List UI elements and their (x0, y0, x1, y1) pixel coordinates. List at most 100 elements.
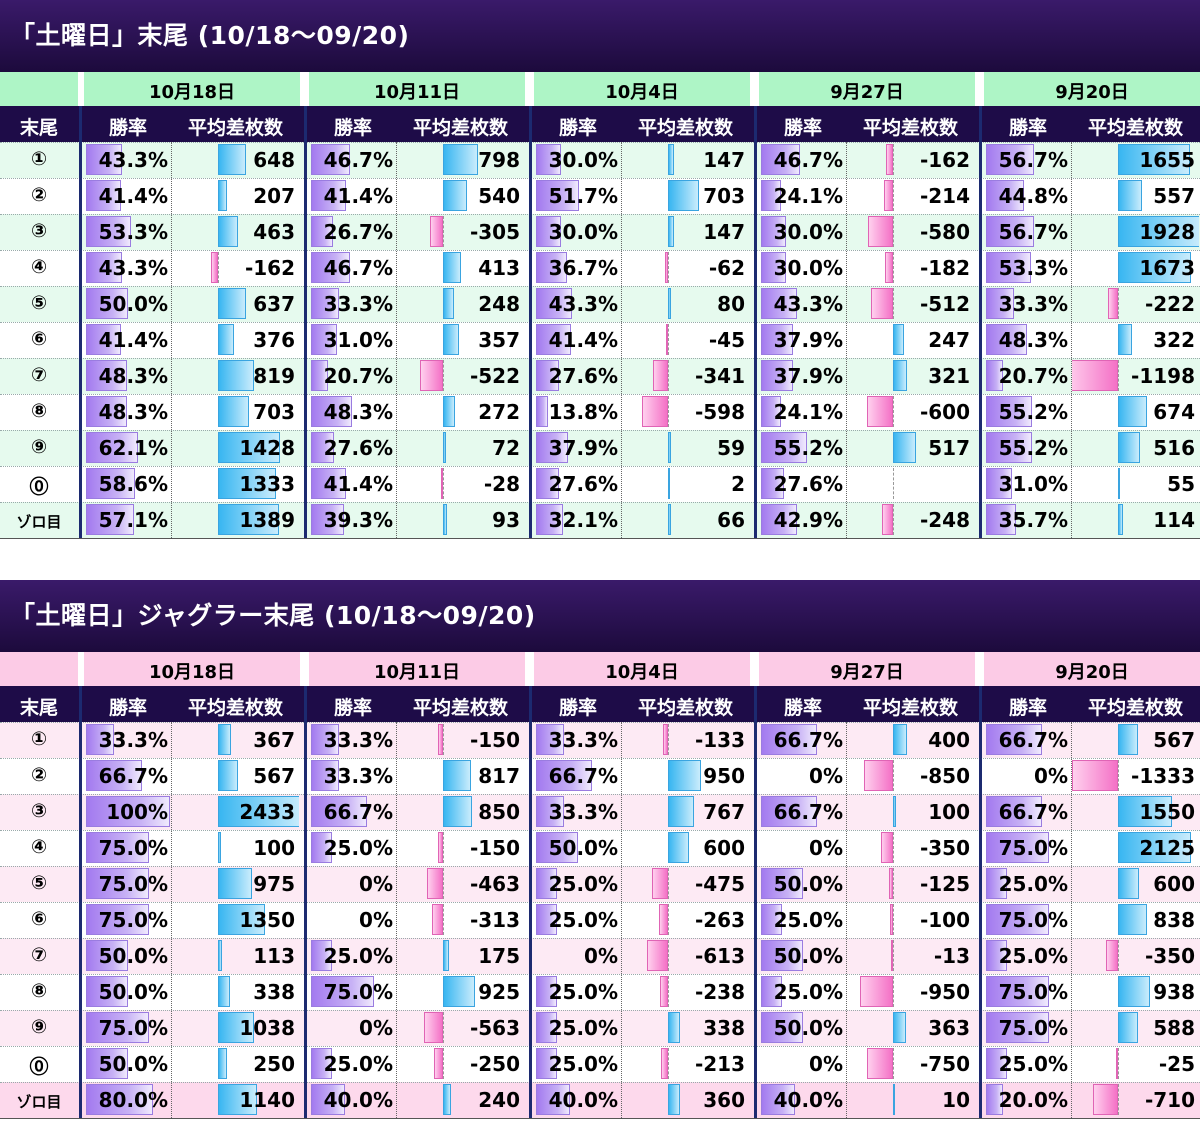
column-divider (1071, 142, 1072, 538)
rate-value: 33.3% (323, 292, 393, 316)
diff-header-label: 平均差枚数 (412, 697, 508, 719)
diff-bar (218, 976, 230, 1007)
rate-cell: 33.3% (309, 758, 397, 794)
diff-bar (443, 976, 475, 1007)
diff-cell: 950 (622, 758, 749, 794)
rate-cell: 31.0% (309, 322, 397, 358)
rate-cell: 50.0% (84, 938, 172, 974)
rate-bar (986, 252, 1031, 283)
rate-cell: 50.0% (759, 938, 847, 974)
diff-axis (668, 324, 669, 355)
diff-bar (218, 760, 238, 791)
diff-axis (443, 216, 444, 247)
rate-cell: 42.9% (759, 502, 847, 538)
diff-bar (885, 252, 893, 283)
rate-cell: 0% (984, 758, 1072, 794)
diff-value: 2433 (239, 800, 295, 824)
group-divider (304, 686, 307, 1118)
diff-bar (437, 724, 443, 755)
rate-bar (311, 760, 339, 791)
diff-bar (893, 724, 907, 755)
diff-value: 567 (1153, 728, 1195, 752)
diff-cell: -150 (397, 830, 524, 866)
diff-cell: 357 (397, 322, 524, 358)
rate-bar (986, 144, 1034, 175)
diff-cell: 80 (622, 286, 749, 322)
diff-value: 1673 (1139, 256, 1195, 280)
rate-cell: 25.0% (759, 974, 847, 1010)
rate-bar (761, 324, 793, 355)
rate-value: 44.8% (998, 184, 1068, 208)
rate-cell: 39.3% (309, 502, 397, 538)
rate-header-label: 勝率 (558, 697, 597, 719)
diff-value: 1389 (239, 508, 295, 532)
diff-cell: 363 (847, 1010, 974, 1046)
rate-cell: 43.3% (84, 142, 172, 178)
rate-value: 41.4% (323, 472, 393, 496)
date-header: 10月11日 (309, 72, 525, 106)
diff-cell: 147 (622, 214, 749, 250)
rate-cell: 36.7% (534, 250, 622, 286)
rate-bar (761, 396, 782, 427)
matsubi-label: ⑤ (30, 872, 48, 894)
row-divider (0, 178, 1200, 179)
matsubi-label: ⑧ (30, 400, 48, 422)
rate-value: 25.0% (548, 980, 618, 1004)
rate-bar (986, 1084, 1003, 1115)
diff-bar (443, 1084, 452, 1115)
rate-cell: 0% (759, 830, 847, 866)
diff-bar (668, 288, 672, 319)
diff-bar (882, 504, 893, 535)
diff-bar (860, 976, 893, 1007)
rate-bar (86, 940, 128, 971)
diff-cell: 247 (847, 322, 974, 358)
diff-bar (423, 1012, 443, 1043)
rate-cell: 30.0% (534, 214, 622, 250)
rate-bar (536, 868, 557, 899)
rate-cell: 37.9% (759, 322, 847, 358)
diff-bar (668, 832, 689, 863)
diff-cell: 100 (847, 794, 974, 830)
diff-cell: -162 (847, 142, 974, 178)
diff-value: -125 (919, 872, 970, 896)
diff-cell: 59 (622, 430, 749, 466)
diff-cell: 463 (172, 214, 299, 250)
rate-cell: 30.0% (759, 214, 847, 250)
diff-cell: -100 (847, 902, 974, 938)
diff-cell: -600 (847, 394, 974, 430)
diff-bar (1118, 216, 1199, 247)
diff-cell: -1333 (1072, 758, 1199, 794)
rate-cell: 50.0% (534, 830, 622, 866)
rate-value: 50.0% (773, 872, 843, 896)
diff-axis (443, 360, 444, 391)
rate-cell: 37.9% (534, 430, 622, 466)
diff-bar (443, 396, 455, 427)
diff-axis (893, 940, 894, 971)
diff-cell: -850 (847, 758, 974, 794)
rate-value: 41.4% (98, 184, 168, 208)
matsubi-label: ⑥ (30, 328, 48, 350)
diff-value: -13 (933, 944, 970, 968)
date-header: 10月4日 (534, 652, 750, 686)
diff-value: 767 (703, 800, 745, 824)
diff-cell: 637 (172, 286, 299, 322)
diff-cell: 703 (172, 394, 299, 430)
rate-cell: 25.0% (534, 974, 622, 1010)
column-divider (171, 722, 172, 1118)
column-header-row: 末尾 勝率 平均差枚数 勝率 平均差枚数 勝率 平均差枚数 勝率 平均差枚数 勝率 平均差枚数 (0, 106, 1200, 142)
diff-bar (1072, 360, 1118, 391)
diff-cell: 567 (1072, 722, 1199, 758)
diff-value: -313 (469, 908, 520, 932)
diff-header: 平均差枚数 (622, 686, 749, 722)
rate-value: 51.7% (548, 184, 618, 208)
diff-value: 175 (478, 944, 520, 968)
diff-cell: 360 (622, 1082, 749, 1118)
rate-cell: 40.0% (309, 1082, 397, 1118)
diff-value: -463 (469, 872, 520, 896)
diff-cell: 338 (172, 974, 299, 1010)
date-header-row: 10月18日 10月11日 10月4日 9月27日 9月20日 (0, 72, 1200, 106)
row-divider (0, 902, 1200, 903)
diff-value: 1428 (239, 436, 295, 460)
diff-bar (1118, 252, 1191, 283)
diff-value: 2125 (1139, 836, 1195, 860)
